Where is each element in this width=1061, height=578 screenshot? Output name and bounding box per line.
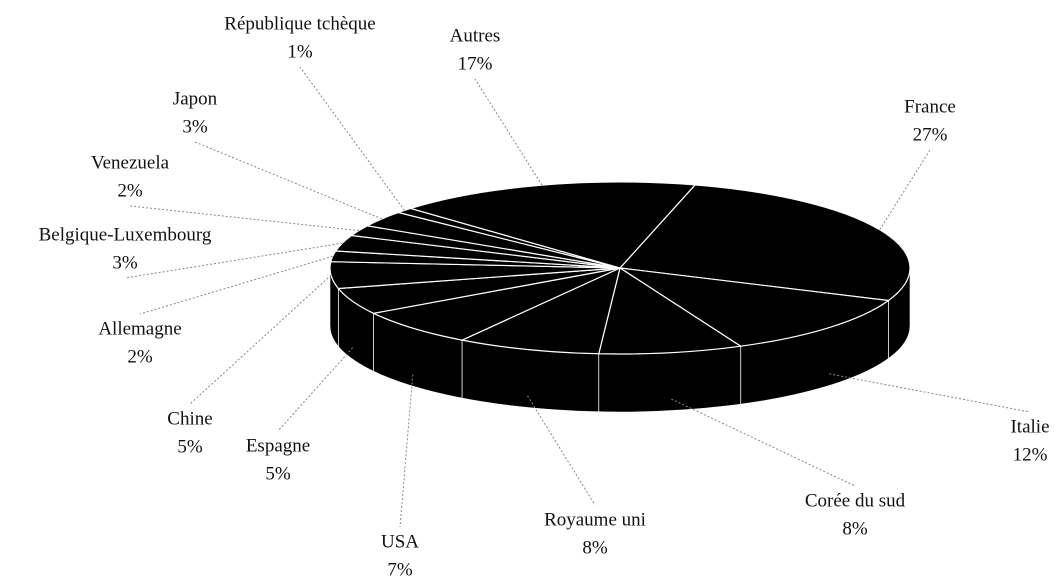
value-label: 2%: [117, 180, 143, 201]
pie-top: [329, 181, 911, 355]
leader-line: [124, 242, 343, 279]
leader-line: [527, 395, 596, 506]
value-label: 8%: [842, 518, 868, 539]
category-label: Chine: [167, 408, 212, 429]
category-label: Corée du sud: [805, 490, 906, 511]
value-label: 3%: [182, 116, 208, 137]
category-label: Italie: [1010, 416, 1049, 437]
value-label: 7%: [387, 559, 413, 578]
pie-slice: [597, 267, 743, 355]
value-label: 12%: [1013, 444, 1048, 465]
category-label: Espagne: [246, 435, 310, 456]
category-label: Japon: [173, 88, 218, 109]
category-label: France: [904, 96, 956, 117]
labels: France 27% Italie 12% Corée du sud 8% Royaume …: [39, 13, 1050, 578]
leader-line: [299, 66, 405, 211]
category-label: USA: [381, 531, 419, 552]
pie-slice: [619, 267, 891, 347]
leader-line: [474, 78, 543, 186]
value-label: 5%: [177, 436, 203, 457]
leader-line: [277, 347, 354, 432]
pie-slice: [371, 267, 621, 341]
leader-line: [829, 373, 1031, 413]
category-label: Venezuela: [91, 152, 170, 173]
category-label: République tchèque: [224, 13, 375, 34]
leader-line: [139, 255, 333, 315]
category-label: Allemagne: [98, 318, 181, 339]
category-label: Belgique-Luxembourg: [39, 224, 212, 245]
leader-line: [879, 149, 931, 231]
leader-line: [671, 398, 856, 487]
value-label: 17%: [458, 53, 493, 74]
leader-line: [189, 274, 332, 405]
category-label: Autres: [450, 25, 501, 46]
value-label: 27%: [913, 124, 948, 145]
pie-slice: [460, 266, 621, 355]
value-label: 2%: [127, 346, 153, 367]
leader-line: [194, 141, 383, 220]
value-label: 5%: [265, 463, 291, 484]
value-label: 8%: [582, 537, 608, 558]
category-label: Royaume uni: [544, 509, 646, 530]
value-label: 3%: [112, 252, 138, 273]
value-label: 1%: [287, 41, 313, 62]
leader-line: [399, 374, 414, 528]
pie-slice: [618, 184, 911, 302]
